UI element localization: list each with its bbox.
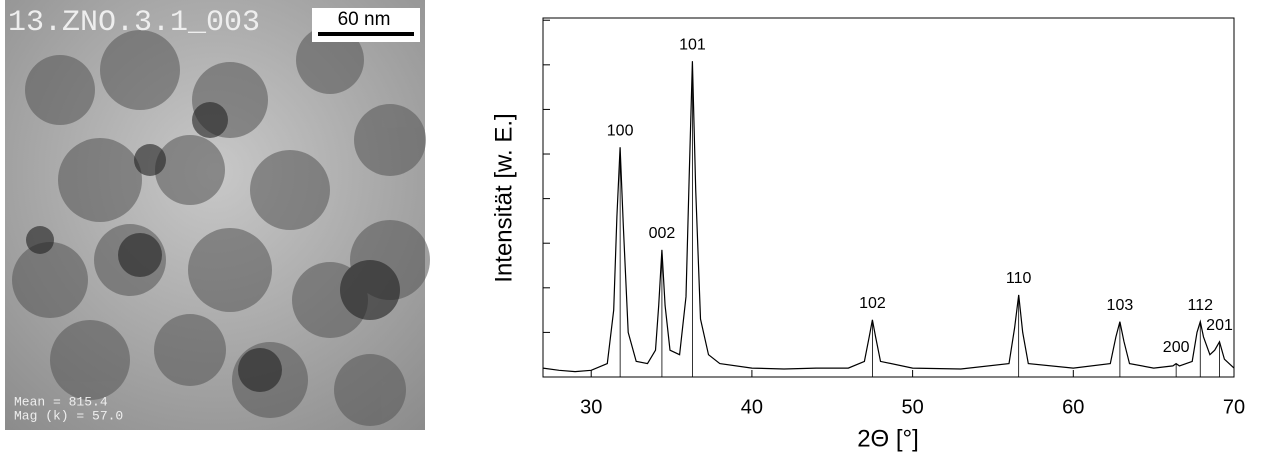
peak-label: 103 xyxy=(1107,297,1134,314)
x-tick-label: 50 xyxy=(901,396,923,418)
peak-label: 101 xyxy=(679,36,706,53)
peak-label: 200 xyxy=(1163,339,1190,356)
x-tick-label: 60 xyxy=(1062,396,1084,418)
mag-text: Mag (k) = 57.0 xyxy=(14,408,123,423)
x-tick-label: 40 xyxy=(741,396,763,418)
peak-label: 112 xyxy=(1187,297,1213,314)
spectrum-line xyxy=(542,61,1235,373)
x-tick-label: 70 xyxy=(1223,396,1245,418)
plot-area: 30 40 50 60 70 100 002 101 102 110 103 200 112 201 xyxy=(542,19,1245,418)
tem-image: 60 nm 13.ZNO.3.1_003 Mean = 815.4 Mag (k… xyxy=(5,0,430,430)
peak-label: 110 xyxy=(1006,270,1032,287)
peak-label: 100 xyxy=(607,123,634,140)
x-axis-title: 2Θ [°] xyxy=(857,425,919,452)
scale-bar-label: 60 nm xyxy=(338,9,391,30)
peak-label: 102 xyxy=(859,295,886,312)
image-label: 13.ZNO.3.1_003 xyxy=(8,6,260,40)
y-axis-title: Intensität [w. E.] xyxy=(490,113,517,282)
peak-label: 002 xyxy=(649,225,676,242)
x-tick-label: 30 xyxy=(580,396,602,418)
plot-frame xyxy=(542,17,1235,378)
peak-label: 201 xyxy=(1206,317,1233,334)
mean-text: Mean = 815.4 xyxy=(14,394,108,409)
